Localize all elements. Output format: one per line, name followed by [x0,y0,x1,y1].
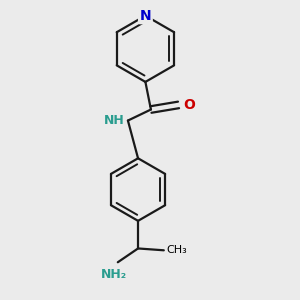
Text: NH: NH [103,114,124,127]
Text: N: N [140,9,151,23]
Text: O: O [183,98,195,112]
Text: CH₃: CH₃ [167,245,187,255]
Text: NH₂: NH₂ [101,268,127,281]
